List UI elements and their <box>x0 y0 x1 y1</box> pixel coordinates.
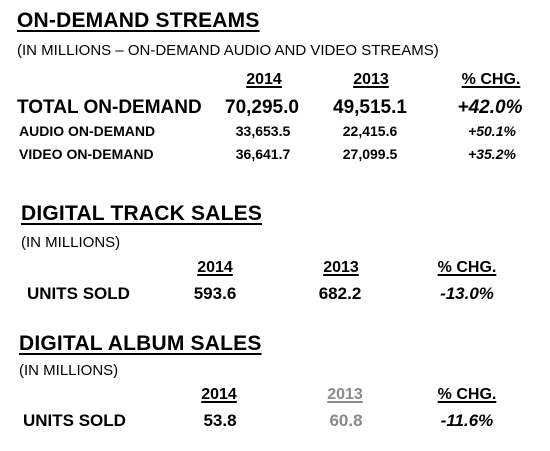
track-units-chg: -13.0% <box>440 284 494 303</box>
row-total-2014: 70,295.0 <box>225 97 299 118</box>
streams-col-2013: 2013 <box>353 71 389 88</box>
album-col-2014: 2014 <box>201 386 237 403</box>
track-units-2013: 682.2 <box>318 284 362 303</box>
track-subtitle: (IN MILLIONS) <box>21 234 121 251</box>
album-subtitle: (IN MILLIONS) <box>19 362 119 379</box>
album-units-2013: 60.8 <box>329 411 363 430</box>
row-total-2013: 49,515.1 <box>333 97 407 118</box>
streams-col-chg: % CHG. <box>461 71 521 88</box>
streams-col-2014: 2014 <box>246 71 282 88</box>
row-total-label: TOTAL ON-DEMAND <box>17 97 202 118</box>
album-units-chg: -11.6% <box>440 411 494 430</box>
streams-subtitle: (IN MILLIONS – ON-DEMAND AUDIO AND VIDEO… <box>17 42 439 59</box>
album-title: DIGITAL ALBUM SALES <box>19 332 262 355</box>
album-units-label: UNITS SOLD <box>23 411 126 430</box>
row-total-chg: +42.0% <box>457 97 523 118</box>
track-title: DIGITAL TRACK SALES <box>21 202 263 225</box>
track-units-label: UNITS SOLD <box>27 284 130 303</box>
streams-title: ON-DEMAND STREAMS <box>17 9 260 32</box>
row-audio-label: AUDIO ON-DEMAND <box>19 123 156 139</box>
row-audio-2014: 33,653.5 <box>235 123 291 139</box>
track-units-2014: 593.6 <box>193 284 237 303</box>
album-units-2014: 53.8 <box>203 411 237 430</box>
album-col-chg: % CHG. <box>437 386 497 403</box>
row-video-2013: 27,099.5 <box>342 146 398 162</box>
track-col-chg: % CHG. <box>437 259 497 276</box>
track-col-2014: 2014 <box>197 259 233 276</box>
row-video-2014: 36,641.7 <box>235 146 291 162</box>
row-audio-2013: 22,415.6 <box>342 123 398 139</box>
album-col-2013: 2013 <box>327 386 363 403</box>
row-video-chg: +35.2% <box>468 146 516 162</box>
track-col-2013: 2013 <box>323 259 359 276</box>
row-audio-chg: +50.1% <box>468 123 516 139</box>
row-video-label: VIDEO ON-DEMAND <box>19 146 154 162</box>
